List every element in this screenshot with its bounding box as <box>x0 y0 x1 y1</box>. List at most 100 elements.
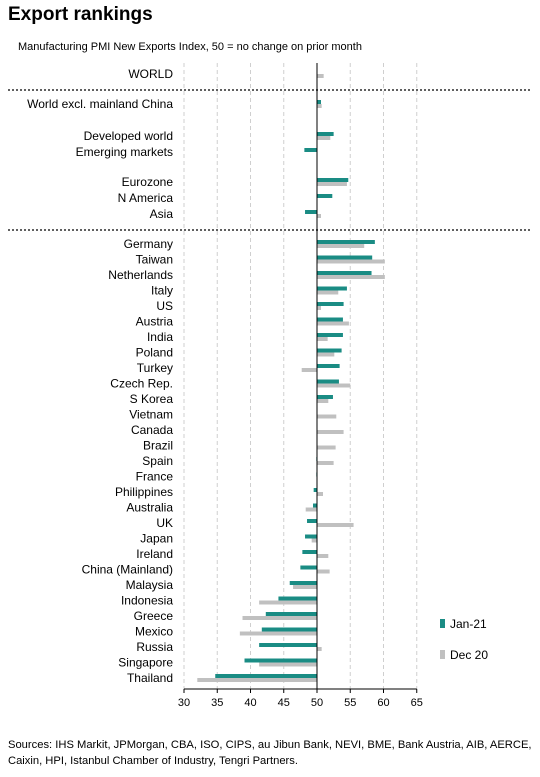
bar-jan21 <box>259 643 317 647</box>
category-label: Brazil <box>143 439 173 453</box>
category-label: Thailand <box>127 671 173 685</box>
bar-jan21 <box>300 565 317 570</box>
category-label: Spain <box>142 454 173 468</box>
bar-dec20 <box>317 104 322 108</box>
bar-dec20 <box>317 647 322 651</box>
x-tick-label: 60 <box>377 697 389 709</box>
bar-dec20 <box>242 616 317 620</box>
category-label: Poland <box>136 346 173 360</box>
bar-dec20 <box>317 136 331 140</box>
bar-dec20 <box>317 523 354 527</box>
gridlines <box>183 63 418 693</box>
bar-jan21 <box>317 348 342 353</box>
bar-jan21 <box>317 286 347 291</box>
bar-dec20 <box>317 383 351 388</box>
bar-dec20 <box>317 290 339 295</box>
bar-jan21 <box>317 302 344 306</box>
bar-dec20 <box>317 352 335 357</box>
category-label: Austria <box>136 315 174 329</box>
bar-jan21 <box>215 674 317 678</box>
bar-dec20 <box>317 182 347 186</box>
bar-jan21 <box>317 240 375 244</box>
x-tick-label: 40 <box>244 697 256 709</box>
x-tick-label: 30 <box>178 697 190 709</box>
bar-jan21 <box>317 333 343 337</box>
bar-dec20 <box>317 461 334 465</box>
bar-dec20 <box>239 631 317 636</box>
category-label: Philippines <box>115 485 173 499</box>
sources-note: Sources: IHS Markit, JPMorgan, CBA, ISO,… <box>8 739 532 767</box>
x-tick-label: 35 <box>211 697 223 709</box>
category-label: Developed world <box>84 129 173 143</box>
bar-dec20 <box>317 445 336 450</box>
legend-swatch-dec20 <box>440 650 445 659</box>
bar-dec20 <box>317 74 324 78</box>
bar-jan21 <box>317 100 321 104</box>
bar-dec20 <box>311 538 317 543</box>
bar-jan21 <box>305 210 317 214</box>
bar-jan21 <box>317 132 334 136</box>
category-labels: WORLD World excl. mainland China Developed… <box>27 67 173 685</box>
bar-jan21 <box>261 627 317 632</box>
bar-jan21 <box>307 519 317 523</box>
category-label: Ireland <box>136 547 173 561</box>
bar-jan21 <box>302 550 317 554</box>
bar-jan21 <box>313 503 317 508</box>
bar-jan21 <box>317 178 349 182</box>
category-label: China (Mainland) <box>82 563 173 577</box>
bar-jan21 <box>289 581 317 585</box>
category-label: UK <box>156 516 173 530</box>
category-label: Singapore <box>118 656 173 670</box>
category-label: N America <box>118 191 174 205</box>
category-label: Greece <box>134 609 174 623</box>
bar-dec20 <box>317 214 321 218</box>
x-tick-label: 50 <box>311 697 323 709</box>
category-label: S Korea <box>130 392 174 406</box>
legend-label-dec20: Dec 20 <box>450 648 488 662</box>
category-label: Emerging markets <box>76 145 173 159</box>
bar-jan21 <box>317 317 343 322</box>
category-label: Australia <box>126 501 173 515</box>
category-label: France <box>136 470 174 484</box>
x-tick-label: 45 <box>278 697 290 709</box>
bar-dec20 <box>317 399 329 403</box>
x-axis-tick-labels: 30 35 40 45 50 55 60 65 <box>178 697 423 709</box>
legend: Jan-21 Dec 20 <box>440 617 488 662</box>
bar-jan21 <box>278 596 317 601</box>
category-label: Eurozone <box>122 175 174 189</box>
bar-dec20 <box>197 678 317 682</box>
legend-label-jan21: Jan-21 <box>450 617 487 631</box>
bar-dec20 <box>317 430 344 434</box>
bar-dec20 <box>317 554 329 558</box>
bar-jan21 <box>313 488 317 492</box>
bar-jan21 <box>304 148 317 152</box>
bar-jan21 <box>244 658 317 663</box>
bars <box>197 74 385 682</box>
bar-jan21 <box>317 364 340 368</box>
category-label: India <box>147 330 173 344</box>
bar-dec20 <box>317 569 330 574</box>
bar-jan21 <box>317 255 373 260</box>
chart-subtitle: Manufacturing PMI New Exports Index, 50 … <box>18 41 362 53</box>
category-label: Japan <box>140 532 173 546</box>
category-label: Vietnam <box>129 408 173 422</box>
bar-chart: WORLD World excl. mainland China Developed… <box>8 63 530 709</box>
bar-dec20 <box>259 662 317 667</box>
category-label: Indonesia <box>121 594 173 608</box>
category-label: Russia <box>136 640 173 654</box>
category-label: Turkey <box>137 361 173 375</box>
bar-dec20 <box>317 306 321 310</box>
bar-dec20 <box>301 368 317 372</box>
bar-dec20 <box>317 275 385 279</box>
bar-dec20 <box>317 321 349 326</box>
category-label: Taiwan <box>136 253 173 267</box>
category-label: Canada <box>131 423 173 437</box>
category-label: Mexico <box>135 625 173 639</box>
bar-jan21 <box>317 271 372 275</box>
bar-dec20 <box>259 600 317 605</box>
bar-dec20 <box>317 244 365 248</box>
bar-jan21 <box>317 194 333 198</box>
x-tick-label: 65 <box>411 697 423 709</box>
category-label: US <box>156 299 173 313</box>
x-tick-label: 55 <box>344 697 356 709</box>
